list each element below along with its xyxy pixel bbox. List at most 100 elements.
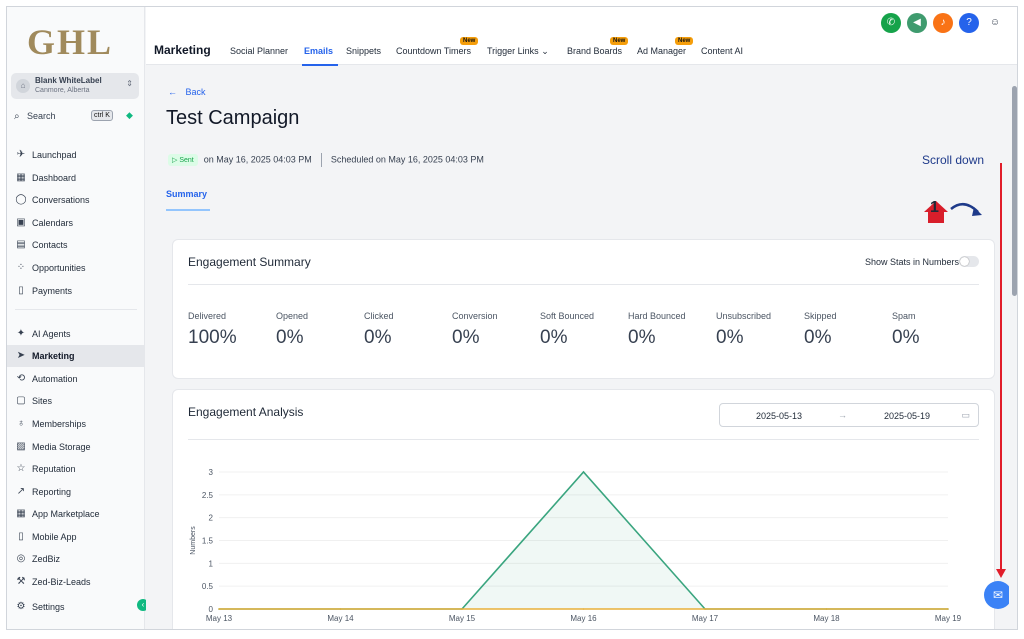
x-tick-label: May 18 [813,614,840,623]
tab-label: Ad Manager [637,46,687,56]
sidebar-item-conversations[interactable]: ◯ Conversations [7,189,145,211]
y-axis-label: Numbers [190,526,197,555]
sidebar-item-label: Marketing [32,351,75,361]
sidebar-item-contacts[interactable]: ▤ Contacts [7,234,145,256]
stats-numbers-toggle[interactable] [959,256,979,267]
sidebar-item-automation[interactable]: ⟲ Automation [7,368,145,390]
sidebar-item-reporting[interactable]: ↗ Reporting [7,481,145,503]
tab-content-ai[interactable]: Content AI [701,46,743,56]
sidebar-item-media-storage[interactable]: ▨ Media Storage [7,436,145,458]
tab-label: Snippets [346,46,382,56]
brand-logo[interactable]: GHL [27,22,114,62]
sidebar-item-label: Reputation [32,464,76,474]
chat-support-button[interactable]: ✉ [984,581,1012,609]
star-icon: ☆ [16,463,26,474]
calendar-icon: ▭ [961,410,970,420]
gear-icon: ⚙ [16,601,26,612]
sidebar-item-zedbiz[interactable]: ◎ ZedBiz [7,548,145,570]
grid-icon: ▦ [16,508,26,519]
location-icon: ⌂ [16,79,30,93]
send-icon: ➤ [16,350,26,361]
toggle-knob [960,257,969,266]
payments-icon: ▯ [18,285,24,296]
sidebar-item-label: Contacts [32,240,68,250]
sidebar-item-reputation[interactable]: ☆ Reputation [7,458,145,480]
data-point [339,608,342,610]
engagement-summary-title: Engagement Summary [188,255,311,269]
x-tick-label: May 15 [449,614,476,623]
tab-label: Countdown Timers [396,46,472,56]
campaign-status-row: ▷ Sent on May 16, 2025 04:03 PM Scheduled … [168,153,484,167]
scheduled-time: Scheduled on May 16, 2025 04:03 PM [330,154,484,165]
sidebar-item-dashboard[interactable]: ▦ Dashboard [7,167,145,189]
y-tick-label: 0 [209,605,214,614]
divider [320,153,322,167]
sparkle-icon[interactable]: ◆ [126,110,133,120]
tab-social-planner[interactable]: Social Planner [230,46,288,56]
status-badge-label: Sent [179,157,194,165]
tab-emails[interactable]: Emails [304,46,333,56]
sidebar-item-memberships[interactable]: ♁ Memberships [7,413,145,435]
stat-value: 100% [188,327,237,348]
zedbiz-icon: ◎ [16,553,26,564]
stat-label: Conversion [452,311,498,321]
topbar: ✆ ◀ ♪? ☺ Marketing Social Planner Emails Snip… [146,7,1017,66]
sidebar-item-label: Reporting [32,487,72,497]
user-avatar-icon[interactable]: ☺ [989,17,1001,28]
stat-conversion: Conversion 0% [452,311,498,349]
sidebar-item-calendars[interactable]: ▣ Calendars [7,212,145,234]
sidebar-item-label: AI Agents [32,329,71,339]
stat-label: Hard Bounced [628,311,686,321]
tab-summary[interactable]: Summary [166,189,208,199]
annotation-scroll-note: Scroll down [922,153,985,167]
date-range-picker[interactable]: 2025-05-13 → 2025-05-19 ▭ [719,403,979,427]
date-from: 2025-05-13 [756,411,803,421]
sidebar-item-app-marketplace[interactable]: ▦ App Marketplace [7,503,145,525]
bell-icon[interactable]: ♪ [933,13,953,33]
sidebar-item-marketing[interactable]: ➤ Marketing [7,345,145,367]
engagement-analysis-card: Engagement Analysis 2025-05-13 → 2025-05… [172,389,995,629]
topbar-actions: ✆ ◀ ♪? ☺ [881,13,1011,33]
account-switcher[interactable]: ⌂ Blank WhiteLabel Canmore, Alberta ⇕ [11,73,139,99]
tab-snippets[interactable]: Snippets [346,46,381,56]
sidebar-item-settings[interactable]: ⚙ Settings [7,596,145,618]
y-tick-label: 1.5 [202,537,214,546]
stat-value: 0% [540,327,568,348]
sidebar-item-label: Memberships [32,419,87,429]
phone-icon: ▯ [18,531,24,542]
stat-label: Spam [892,311,916,321]
sidebar-search[interactable]: ⌕ Search ctrl K ◆ [11,107,139,127]
scrollbar-thumb[interactable] [1012,86,1017,296]
new-badge: New [675,37,694,45]
sidebar-item-launchpad[interactable]: ✈ Launchpad [7,144,145,166]
help-icon[interactable]: ? [959,13,979,33]
tab-ad-manager[interactable]: Ad Manager [637,46,686,56]
page-title: Test Campaign [166,107,300,129]
megaphone-icon[interactable]: ◀ [907,13,927,33]
stat-soft-bounced: Soft Bounced 0% [540,311,594,349]
sidebar-item-zed-biz-leads[interactable]: ⚒ Zed-Biz-Leads [7,571,145,593]
account-name: Blank WhiteLabel [35,76,102,85]
new-badge: New [610,37,629,45]
sidebar-item-opportunities[interactable]: ⁘ Opportunities [7,257,145,279]
x-tick-label: May 16 [570,614,597,623]
sent-time: on May 16, 2025 04:03 PM [203,154,312,165]
data-point [825,608,828,610]
sidebar-item-payments[interactable]: ▯ Payments [7,280,145,302]
sidebar-item-label: ZedBiz [32,554,61,564]
search-label: Search [27,111,56,121]
tab-brand-boards[interactable]: Brand Boards [567,46,622,56]
step-marker: 1 [922,196,948,220]
wrench-icon: ⚒ [16,576,26,587]
tab-countdown-timers[interactable]: Countdown Timers [396,46,471,56]
stat-skipped: Skipped 0% [804,311,837,349]
tab-trigger-links[interactable]: Trigger Links ⌄ [487,46,549,57]
phone-icon[interactable]: ✆ [881,13,901,33]
y-tick-label: 1 [209,559,214,568]
sidebar-item-sites[interactable]: ▢ Sites [7,390,145,412]
page-scrollbar[interactable] [1009,66,1017,629]
sidebar-item-ai-agents[interactable]: ✦ AI Agents [7,323,145,345]
sidebar-item-mobile-app[interactable]: ▯ Mobile App [7,526,145,548]
app-window: GHL ⌂ Blank WhiteLabel Canmore, Alberta … [6,6,1018,630]
back-link[interactable]: ← Back [168,87,206,97]
